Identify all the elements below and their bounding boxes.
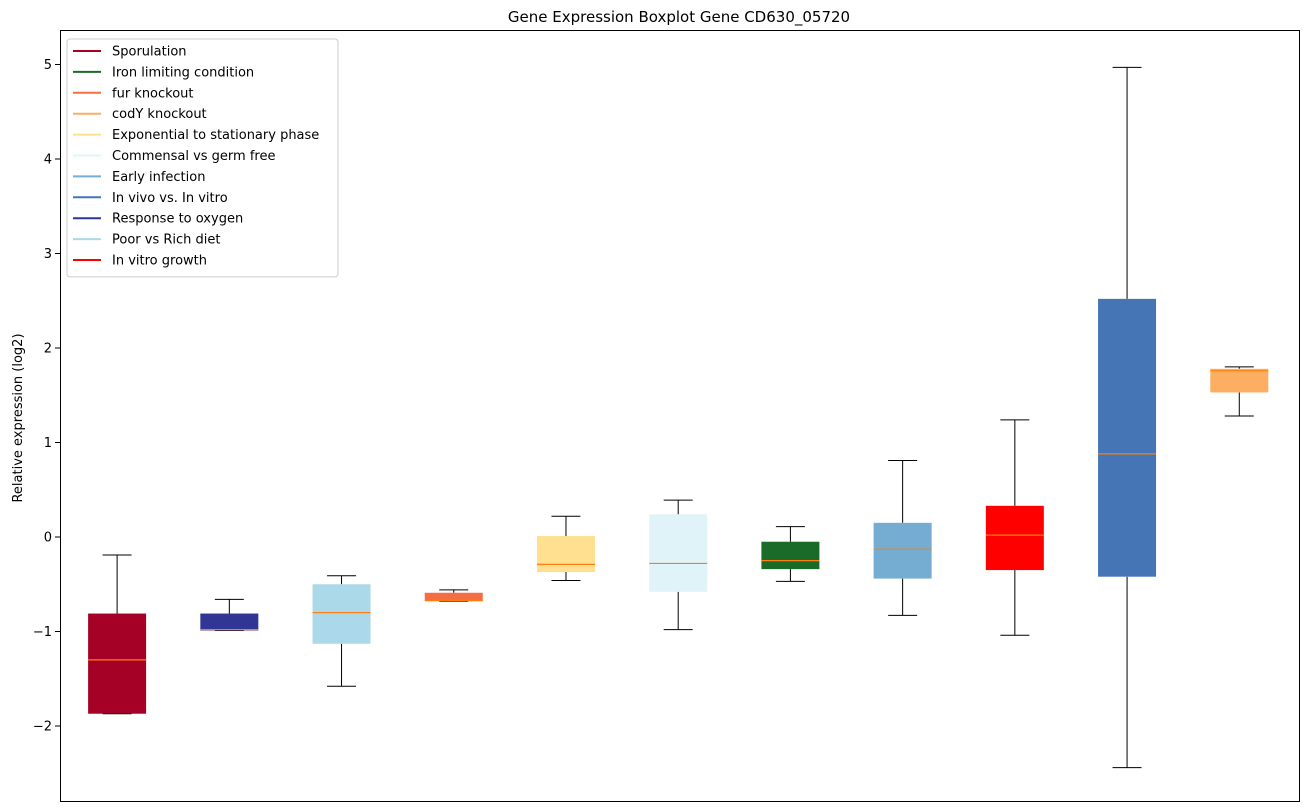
box-sporulation	[88, 554, 147, 715]
y-tick-label: −1	[33, 625, 52, 640]
y-tick-label: −2	[33, 720, 52, 735]
box-poor-vs-rich-diet	[312, 575, 371, 687]
y-axis-label: Relative expression (log2)	[11, 333, 26, 502]
boxes-group	[88, 66, 1269, 769]
legend-label: In vivo vs. In vitro	[112, 191, 228, 206]
y-tick-label: 4	[44, 153, 52, 168]
box-iron-limiting-condition	[761, 526, 820, 582]
y-axis-ticks: −2 −1 0 1 2 3 4 5	[33, 58, 60, 735]
y-tick-label: 3	[44, 247, 52, 262]
box-iqr	[1098, 298, 1157, 577]
legend-label: Response to oxygen	[112, 212, 243, 227]
legend-frame	[66, 38, 339, 278]
box-commensal-vs-germ-free	[649, 499, 708, 631]
box-in-vivo-vs-in-vitro	[1098, 66, 1157, 769]
y-tick-label: 2	[44, 342, 52, 357]
box-iqr	[761, 541, 820, 570]
box-cody-knockout	[1210, 366, 1269, 417]
box-iqr	[88, 613, 147, 714]
box-iqr	[536, 536, 595, 572]
box-in-vitro-growth	[985, 419, 1044, 636]
legend-label: Iron limiting condition	[112, 65, 254, 80]
legend-label: Exponential to stationary phase	[112, 128, 319, 143]
y-tick-label: 0	[44, 531, 52, 546]
box-fur-knockout	[424, 589, 483, 602]
y-tick-label: 1	[44, 436, 52, 451]
box-iqr	[985, 505, 1044, 571]
legend-label: codY knockout	[112, 107, 207, 122]
legend: Sporulation Iron limiting condition fur kn…	[66, 38, 339, 278]
chart-title: Gene Expression Boxplot Gene CD630_05720	[508, 8, 850, 27]
plot-area-frame	[60, 30, 1300, 802]
y-tick-label: 5	[44, 58, 52, 73]
box-iqr	[1210, 368, 1269, 393]
box-iqr	[873, 522, 932, 579]
box-exponential-to-stationary-phase	[536, 515, 595, 581]
box-response-to-oxygen	[200, 598, 259, 632]
legend-label: Early infection	[112, 170, 205, 185]
legend-label: In vitro growth	[112, 254, 207, 269]
legend-label: Commensal vs germ free	[112, 149, 275, 164]
legend-label: Sporulation	[112, 45, 187, 60]
box-iqr	[200, 613, 259, 631]
box-iqr	[649, 514, 708, 592]
legend-label: Poor vs Rich diet	[112, 233, 220, 248]
box-early-infection	[873, 459, 932, 616]
box-iqr	[424, 592, 483, 602]
box-iqr	[312, 584, 371, 644]
legend-label: fur knockout	[112, 86, 194, 101]
